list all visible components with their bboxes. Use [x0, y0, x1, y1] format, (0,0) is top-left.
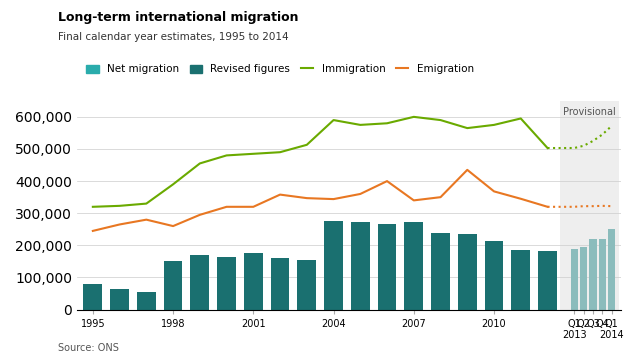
Bar: [431, 233, 450, 310]
Bar: [378, 224, 396, 310]
Bar: [458, 234, 477, 310]
Text: Provisional: Provisional: [563, 107, 616, 117]
Bar: [559, 101, 620, 310]
Bar: [589, 239, 596, 310]
Bar: [598, 239, 606, 310]
Bar: [137, 292, 156, 310]
Legend: Net migration, Revised figures, Immigration, Emigration: Net migration, Revised figures, Immigrat…: [82, 60, 478, 78]
Bar: [298, 260, 316, 310]
Bar: [164, 261, 182, 310]
Bar: [511, 250, 530, 310]
Bar: [404, 222, 423, 310]
Bar: [608, 229, 616, 310]
Bar: [538, 251, 557, 310]
Text: Source: ONS: Source: ONS: [58, 343, 118, 353]
Bar: [244, 253, 262, 310]
Bar: [217, 257, 236, 310]
Bar: [324, 221, 343, 310]
Bar: [484, 240, 504, 310]
Text: Long-term international migration: Long-term international migration: [58, 11, 298, 24]
Bar: [570, 248, 578, 310]
Bar: [83, 284, 102, 310]
Bar: [191, 255, 209, 310]
Bar: [110, 289, 129, 310]
Bar: [351, 222, 370, 310]
Bar: [271, 258, 289, 310]
Bar: [580, 247, 588, 310]
Text: Final calendar year estimates, 1995 to 2014: Final calendar year estimates, 1995 to 2…: [58, 32, 288, 42]
